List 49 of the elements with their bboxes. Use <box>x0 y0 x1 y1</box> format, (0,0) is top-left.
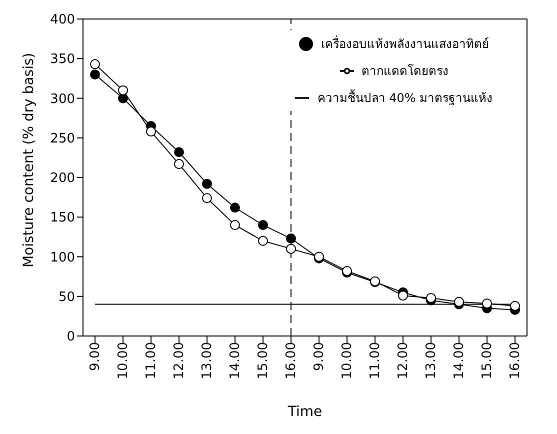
point <box>398 290 408 301</box>
y-tick-label: 300 <box>50 92 75 107</box>
point <box>118 85 128 96</box>
x-tick-label: 11.00 <box>368 342 384 380</box>
y-tick-label: 200 <box>50 171 75 186</box>
y-tick-label: 150 <box>50 210 75 226</box>
legend-label: ตากแดดโดยตรง <box>362 64 448 78</box>
point <box>482 298 492 309</box>
y-tick-label: 350 <box>50 52 75 68</box>
point <box>202 193 212 204</box>
point <box>454 296 464 307</box>
point <box>90 69 100 80</box>
point <box>230 220 240 230</box>
x-tick-label: 15.00 <box>480 342 496 380</box>
point <box>258 220 268 230</box>
point <box>426 292 436 303</box>
y-tick-label: 100 <box>50 250 75 266</box>
x-tick-label: 11.00 <box>144 342 160 380</box>
y-axis-title: Moisture content (% dry basis) <box>20 52 37 268</box>
x-tick-label: 16.00 <box>508 342 524 380</box>
point <box>174 159 184 170</box>
x-tick-label: 15.00 <box>256 342 272 380</box>
point <box>510 300 520 311</box>
point <box>202 178 212 189</box>
point <box>146 126 156 137</box>
x-tick-label: 13.00 <box>424 342 440 380</box>
point <box>286 244 296 254</box>
point <box>286 234 296 244</box>
x-tick-label: 9.00 <box>88 342 104 371</box>
y-tick-label: 250 <box>50 131 75 146</box>
x-axis-title: Time <box>286 404 322 420</box>
x-tick-label: 12.00 <box>396 342 412 380</box>
point <box>258 236 268 246</box>
x-tick-label: 16.00 <box>284 342 300 380</box>
point <box>174 147 184 158</box>
point <box>230 202 240 213</box>
y-tick-label: 400 <box>50 12 75 28</box>
legend-label: ความชื้นปลา 40% มาตรฐานแห้ง <box>317 91 493 105</box>
x-tick-label: 10.00 <box>340 342 356 380</box>
x-tick-label: 10.00 <box>116 342 132 380</box>
point <box>90 59 100 70</box>
y-tick-label: 0 <box>66 330 75 345</box>
x-tick-label: 9.00 <box>312 342 328 371</box>
x-tick-label: 13.00 <box>200 342 216 380</box>
x-tick-label: 12.00 <box>172 342 188 380</box>
y-tick-label: 50 <box>58 290 75 305</box>
legend-label: เครื่องอบแห้งพลังงานแสงอาทิตย์ <box>321 37 489 51</box>
x-tick-label: 14.00 <box>452 342 468 380</box>
x-tick-label: 14.00 <box>228 342 244 380</box>
